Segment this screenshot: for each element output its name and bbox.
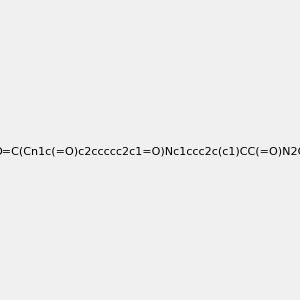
Text: O=C(Cn1c(=O)c2ccccc2c1=O)Nc1ccc2c(c1)CC(=O)N2CC: O=C(Cn1c(=O)c2ccccc2c1=O)Nc1ccc2c(c1)CC(… — [0, 146, 300, 157]
